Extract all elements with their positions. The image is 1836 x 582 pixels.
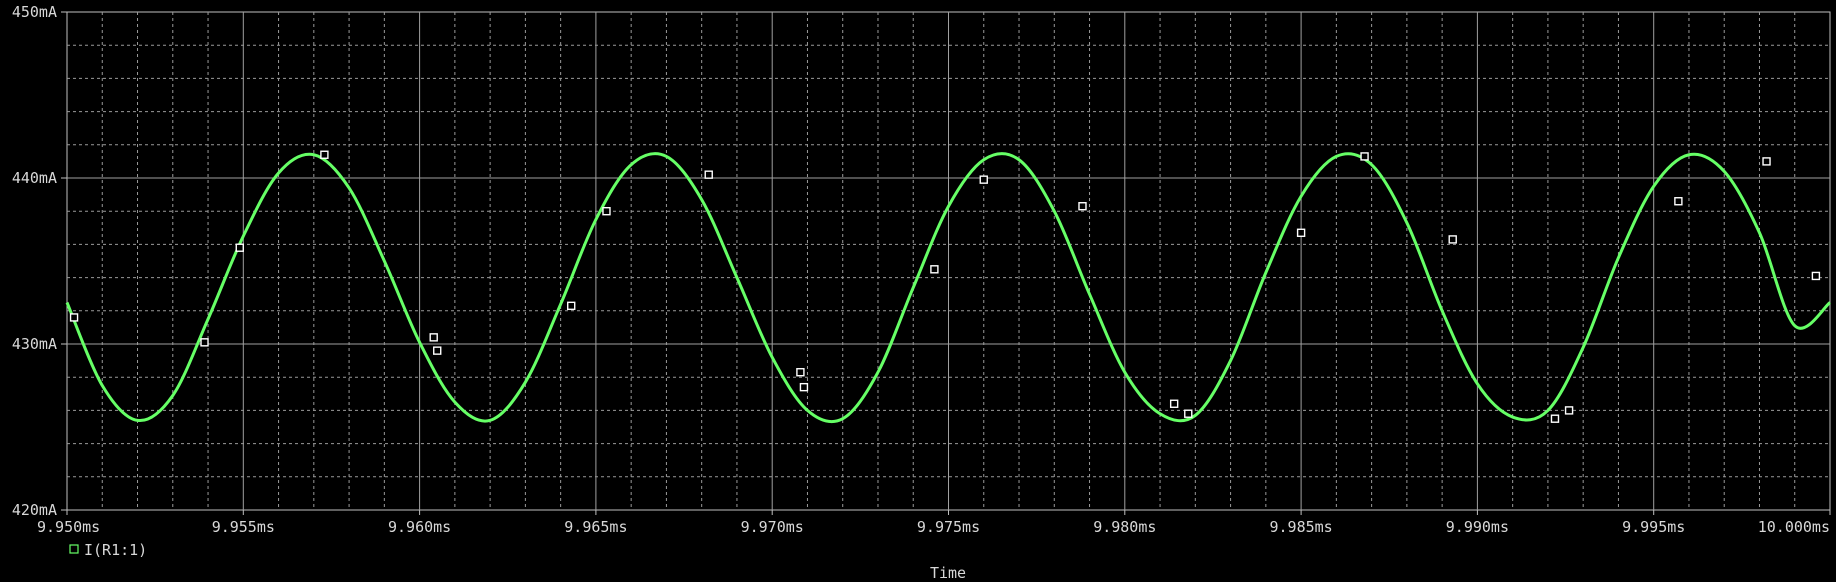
y-tick-label: 450mA xyxy=(12,3,57,21)
x-tick-label: 9.955ms xyxy=(212,518,275,536)
data-point-marker xyxy=(1360,152,1369,161)
x-tick-label: 9.950ms xyxy=(37,518,100,536)
legend-marker-icon xyxy=(69,544,79,554)
data-point-marker xyxy=(1078,202,1087,211)
y-tick-label: 430mA xyxy=(12,335,57,353)
x-axis-label: Time xyxy=(930,564,966,582)
data-point-marker xyxy=(1448,235,1457,244)
data-point-marker xyxy=(704,170,713,179)
data-point-marker xyxy=(1762,157,1771,166)
x-tick-label: 9.985ms xyxy=(1269,518,1332,536)
data-point-marker xyxy=(433,346,442,355)
x-tick-label: 9.960ms xyxy=(388,518,451,536)
x-tick-label: 9.970ms xyxy=(741,518,804,536)
data-point-marker xyxy=(69,313,79,322)
series-layer xyxy=(65,150,1832,424)
y-tick-label: 420mA xyxy=(12,501,57,519)
x-tick-label: 10.000ms xyxy=(1758,518,1830,536)
data-point-marker xyxy=(930,265,939,274)
data-point-marker xyxy=(799,382,809,392)
series-line xyxy=(65,152,1832,424)
x-tick-label: 9.990ms xyxy=(1446,518,1509,536)
data-point-marker xyxy=(235,243,244,252)
data-point-marker xyxy=(1550,414,1560,423)
data-point-marker xyxy=(1184,409,1193,418)
data-point-marker xyxy=(1564,406,1574,415)
data-point-marker xyxy=(602,206,611,216)
y-axis-ticks: 420mA 430mA 440mA 450mA xyxy=(12,3,67,519)
data-point-marker xyxy=(796,368,805,377)
data-point-marker xyxy=(979,175,988,184)
data-point-marker xyxy=(567,301,576,311)
legend: I(R1:1) xyxy=(69,541,147,559)
y-tick-label: 440mA xyxy=(12,169,57,187)
data-point-marker xyxy=(320,150,329,159)
x-axis-ticks: 9.950ms 9.955ms 9.960ms 9.965ms 9.970ms 9.975… xyxy=(37,510,1831,536)
x-tick-label: 9.975ms xyxy=(917,518,980,536)
data-point-marker xyxy=(1296,228,1306,237)
data-point-marker xyxy=(1811,271,1821,281)
data-point-marker xyxy=(200,338,209,347)
x-tick-label: 9.980ms xyxy=(1093,518,1156,536)
data-point-marker xyxy=(1169,399,1179,408)
x-tick-label: 9.965ms xyxy=(564,518,627,536)
data-point-marker xyxy=(429,333,438,342)
legend-label: I(R1:1) xyxy=(84,541,147,559)
x-tick-label: 9.995ms xyxy=(1622,518,1685,536)
data-point-marker xyxy=(1674,197,1683,206)
